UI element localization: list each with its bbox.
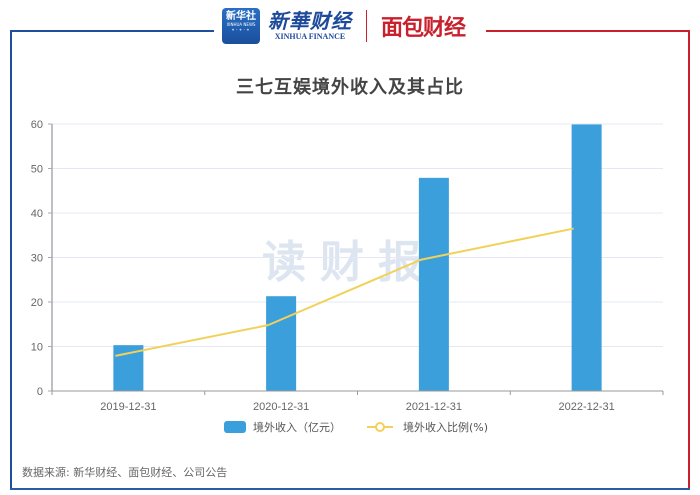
xinhua-finance-cn: 新華财经: [268, 9, 352, 33]
legend-line-swatch[interactable]: [367, 421, 393, 433]
x-tick-label: 2019-12-31: [100, 401, 156, 413]
network-dots-icon: •·•·•: [231, 27, 251, 34]
legend-line-label[interactable]: 境外收入比例(%): [403, 421, 489, 434]
bar[interactable]: [418, 177, 449, 391]
x-tick-label: 2021-12-31: [406, 401, 462, 413]
y-axis: 0 10 20 30 40 50 60: [31, 119, 53, 398]
gridlines: [52, 123, 663, 347]
y-tick-label: 0: [37, 386, 43, 398]
ratio-line[interactable]: [115, 227, 574, 357]
mianbao-finance-logo: 面包财经: [381, 16, 466, 41]
bar[interactable]: [266, 296, 297, 391]
frame-left-border: [10, 30, 12, 490]
data-source-note: 数据来源: 新华财经、面包财经、公司公告: [22, 466, 228, 479]
x-tick-label: 2020-12-31: [253, 401, 309, 413]
xinhua-news-logo: 新华社 XINHUA NEWS •·•·•: [222, 8, 260, 44]
legend-bar-swatch[interactable]: [224, 421, 246, 433]
x-axis: 2019-12-31 2020-12-31 2021-12-31 2022-12-31: [51, 390, 664, 413]
bar[interactable]: [571, 124, 602, 391]
bar-series: [113, 124, 602, 391]
y-tick-label: 50: [31, 164, 43, 176]
xinhua-finance-logo: 新華财经 XINHUA FINANCE: [268, 10, 352, 42]
y-tick-label: 20: [31, 297, 43, 309]
frame-top-left-border: [10, 30, 214, 32]
x-tick-label: 2022-12-31: [558, 401, 614, 413]
y-tick-label: 10: [31, 342, 43, 354]
line-series: [115, 227, 574, 357]
legend: 境外收入（亿元） 境外收入比例(%): [224, 419, 488, 435]
frame-right-border: [688, 30, 690, 490]
watermark: 读财报: [262, 237, 436, 288]
legend-bar-label[interactable]: 境外收入（亿元）: [253, 421, 341, 434]
y-tick-label: 40: [31, 208, 43, 220]
frame-bottom-border: [10, 488, 690, 490]
xinhua-finance-en: XINHUA FINANCE: [274, 32, 346, 41]
y-tick-label: 30: [31, 253, 43, 265]
y-tick-label: 60: [31, 119, 43, 131]
xinhua-badge-text: 新华社: [226, 11, 256, 22]
chart-title: 三七互娱境外收入及其占比: [236, 77, 464, 98]
header-logos: 新华社 XINHUA NEWS •·•·• 新華财经 XINHUA FINANC…: [222, 6, 466, 46]
logo-divider: [366, 10, 367, 42]
frame-top-right-border: [486, 30, 690, 32]
xinhua-badge-subtext: XINHUA NEWS: [226, 22, 256, 27]
